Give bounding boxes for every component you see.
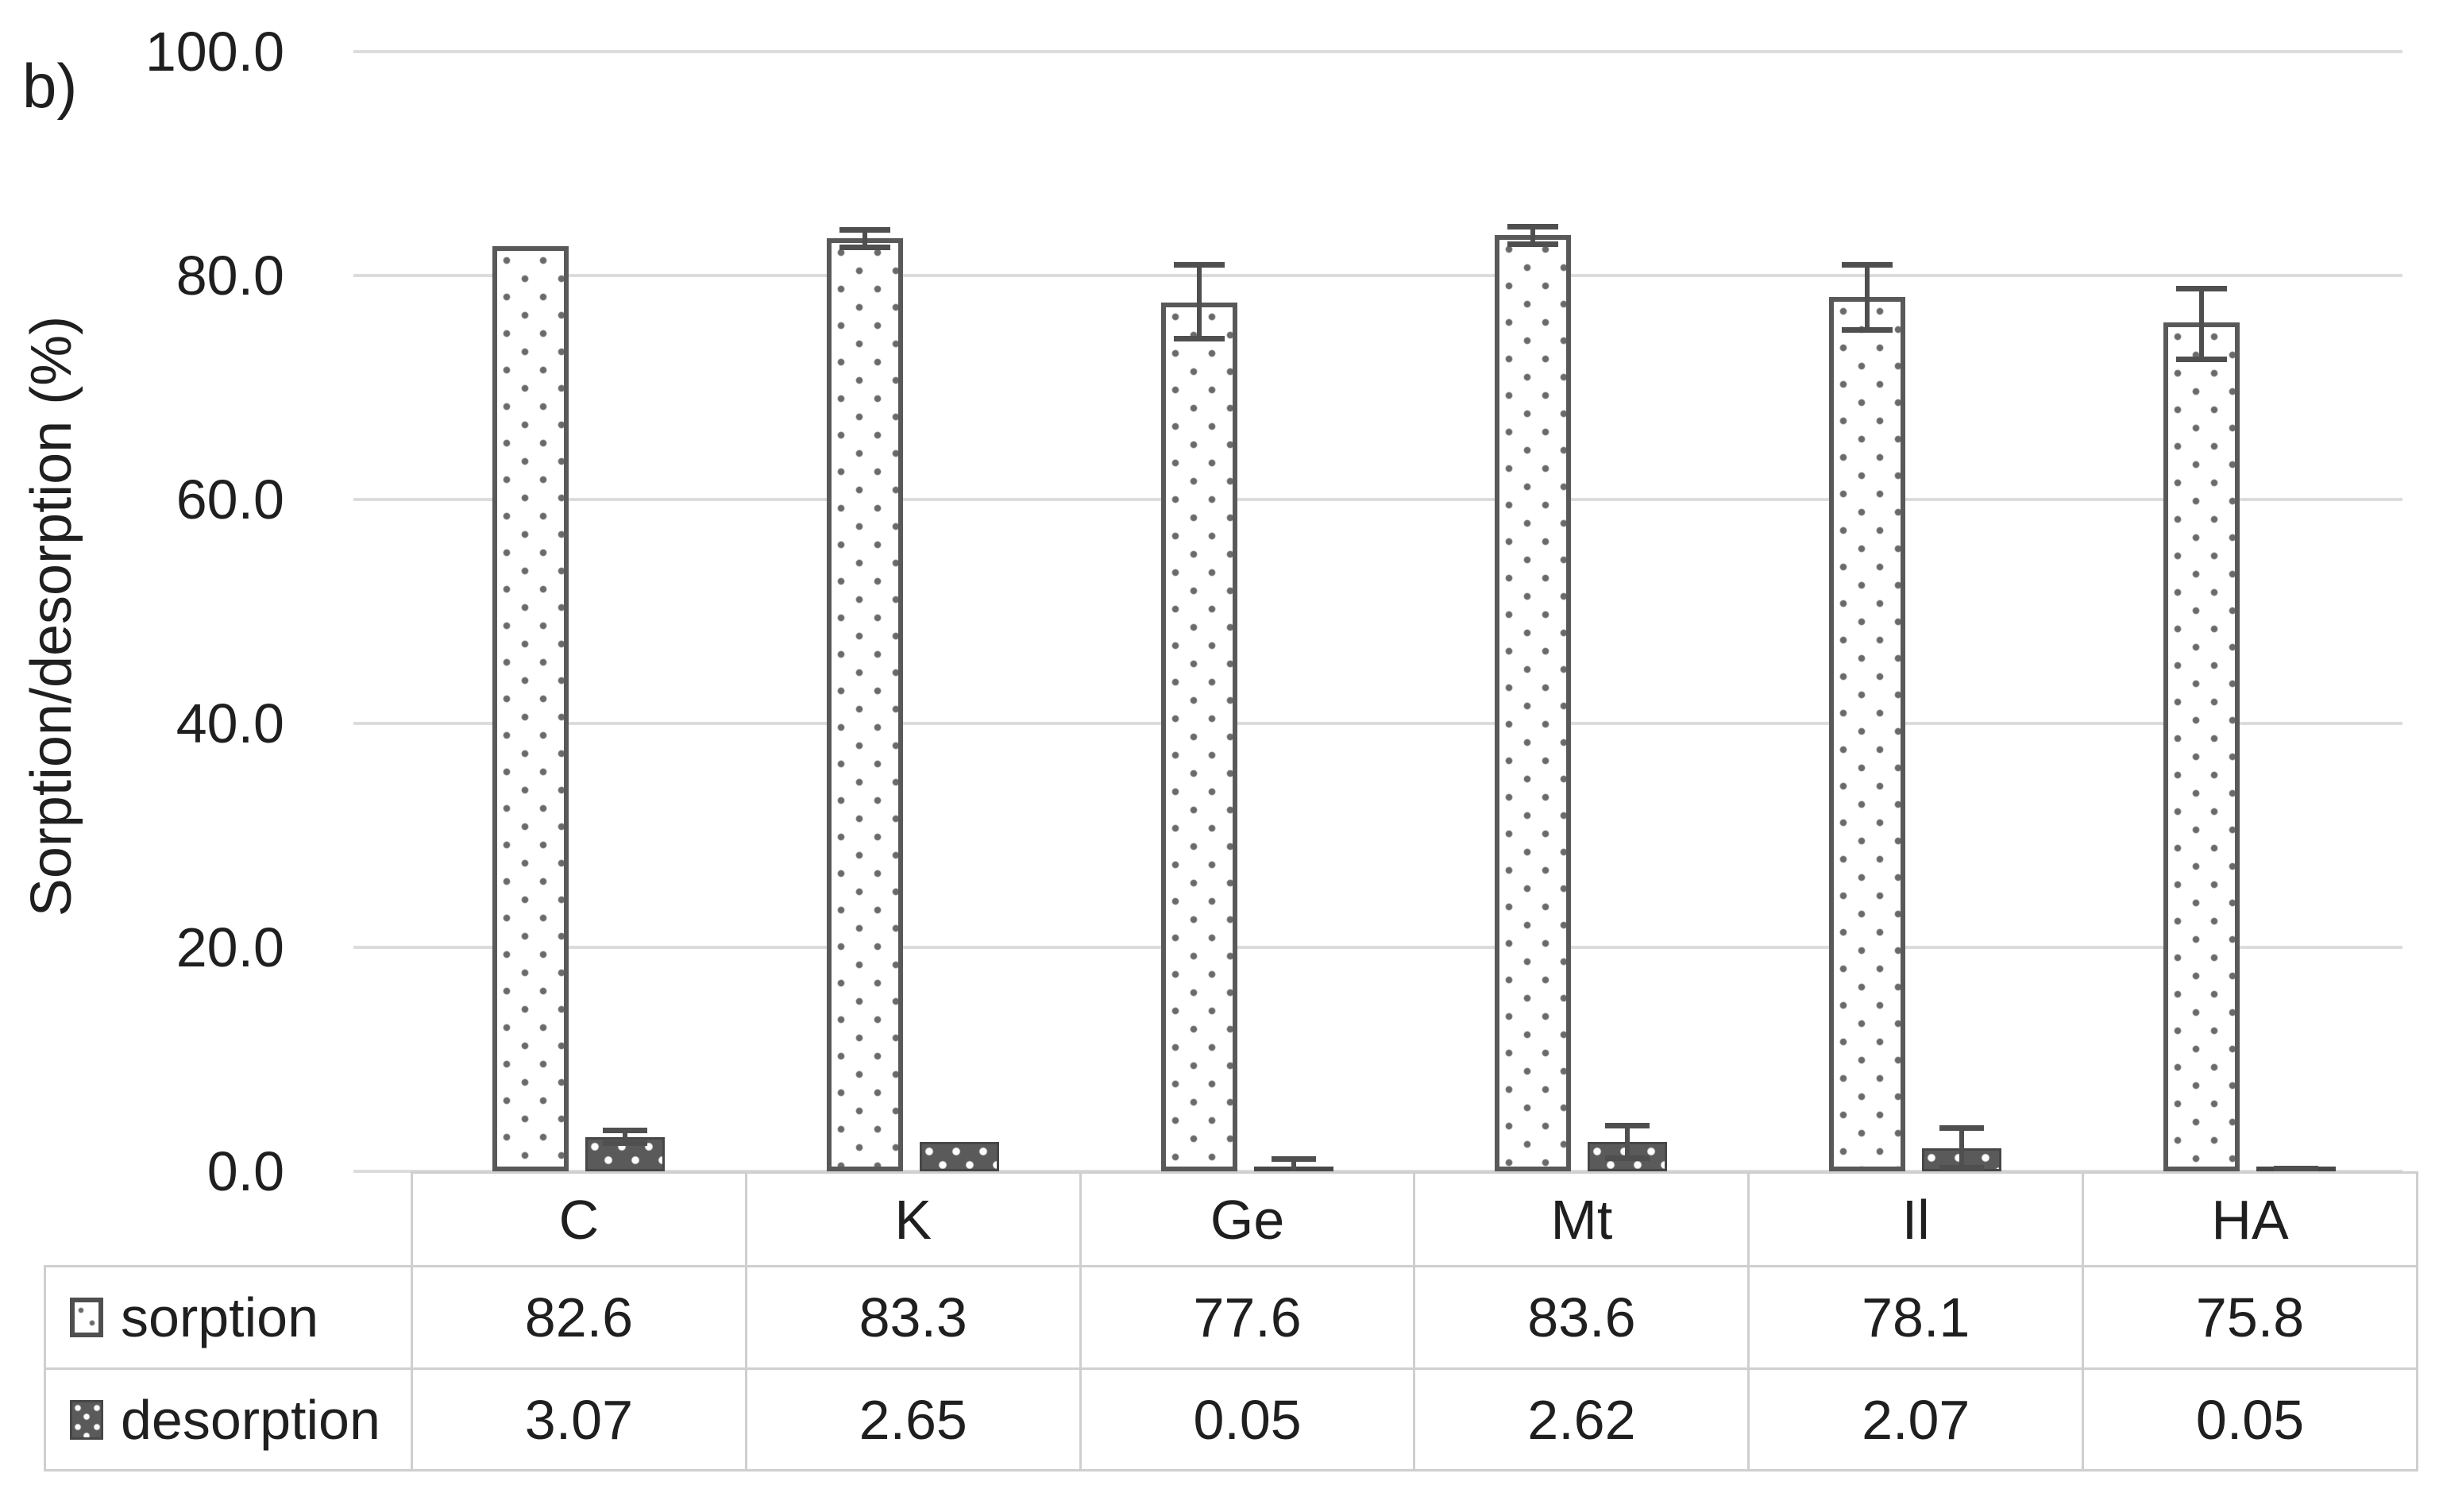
table-value-desorption-Il: 2.07	[1747, 1367, 2085, 1472]
error-bar-cap-bottom-sorption-Ge	[1173, 336, 1225, 342]
column-header-Mt: Mt	[1413, 1171, 1750, 1267]
table-value-sorption-HA: 75.8	[2082, 1265, 2418, 1370]
y-tick-label-40.0: 40.0	[176, 692, 284, 754]
table-value-sorption-Il: 78.1	[1747, 1265, 2085, 1370]
column-header-HA: HA	[2082, 1171, 2418, 1267]
error-bar-cap-bottom-desorption-C	[603, 1140, 647, 1147]
error-bar-stem-desorption-Ge	[1291, 1159, 1296, 1171]
table-value-desorption-C: 3.07	[411, 1367, 747, 1472]
sorption-bar-C	[492, 246, 569, 1171]
error-bar-cap-bottom-sorption-Mt	[1507, 241, 1559, 247]
gridline-0.0	[353, 1170, 2402, 1173]
y-tick-label-80.0: 80.0	[176, 245, 284, 307]
gridline-60.0	[353, 498, 2402, 501]
gridline-100.0	[353, 50, 2402, 53]
error-bar-stem-sorption-Ge	[1196, 264, 1202, 340]
error-bar-cap-bottom-sorption-HA	[2176, 356, 2228, 362]
column-header-Ge: Ge	[1079, 1171, 1416, 1267]
figure-label: b)	[22, 51, 78, 121]
error-bar-stem-sorption-HA	[2199, 287, 2205, 360]
table-value-desorption-Mt: 2.62	[1413, 1367, 1750, 1472]
error-bar-cap-top-desorption-Mt	[1605, 1122, 1650, 1128]
error-bar-stem-sorption-Mt	[1530, 226, 1536, 245]
error-bar-cap-top-desorption-Ge	[1271, 1156, 1316, 1163]
table-value-desorption-Ge: 0.05	[1079, 1367, 1416, 1472]
error-bar-cap-top-sorption-Mt	[1507, 223, 1559, 230]
sorption-bar-Il	[1829, 296, 1906, 1171]
table-value-desorption-K: 2.65	[744, 1367, 1082, 1472]
error-bar-cap-bottom-sorption-K	[839, 244, 890, 250]
legend-label-sorption: sorption	[121, 1286, 319, 1348]
error-bar-stem-desorption-C	[623, 1130, 627, 1144]
error-bar-stem-sorption-Il	[1865, 264, 1870, 331]
sorption-bar-K	[826, 238, 903, 1171]
error-bar-cap-bottom-sorption-Il	[1842, 327, 1893, 334]
y-tick-label-60.0: 60.0	[176, 469, 284, 530]
table-value-sorption-Ge: 77.6	[1079, 1265, 1416, 1370]
legend-key-sorption: sorption	[46, 1286, 411, 1349]
table-corner-cell	[45, 1173, 412, 1267]
column-header-C: C	[411, 1171, 747, 1267]
legend-key-desorption: desorption	[46, 1388, 411, 1452]
error-bar-cap-top-sorption-Ge	[1173, 261, 1225, 268]
error-bar-stem-desorption-Mt	[1625, 1124, 1631, 1159]
error-bar-cap-top-sorption-HA	[2176, 285, 2228, 291]
sorption-bar-Mt	[1495, 235, 1572, 1171]
y-tick-label-0.0: 0.0	[206, 1140, 284, 1202]
gridline-20.0	[353, 946, 2402, 949]
column-header-Il: Il	[1747, 1171, 2085, 1267]
table-value-desorption-HA: 0.05	[2082, 1367, 2418, 1472]
sorption-pattern-swatch-icon	[70, 1298, 103, 1337]
legend-cell-desorption: desorption	[44, 1367, 413, 1472]
error-bar-cap-top-desorption-HA	[2274, 1165, 2319, 1171]
desorption-pattern-swatch-icon	[70, 1399, 103, 1440]
column-header-K: K	[744, 1171, 1082, 1267]
error-bar-cap-bottom-desorption-Il	[1939, 1165, 1985, 1171]
gridline-40.0	[353, 722, 2402, 725]
y-tick-label-100.0: 100.0	[145, 21, 284, 83]
gridline-80.0	[353, 274, 2402, 277]
error-bar-stem-desorption-Il	[1959, 1128, 1965, 1169]
table-value-sorption-K: 83.3	[744, 1265, 1082, 1370]
desorption-bar-K	[919, 1141, 999, 1171]
data-table: C K Ge Mt Il HA sorption 82.6 83.3 77.6 83.6 78.1 75…	[44, 1171, 2418, 1472]
error-bar-cap-top-sorption-K	[839, 227, 890, 233]
error-bar-cap-bottom-desorption-Mt	[1605, 1155, 1650, 1162]
legend-label-desorption: desorption	[121, 1388, 380, 1451]
error-bar-cap-top-desorption-Il	[1939, 1125, 1985, 1132]
legend-cell-sorption: sorption	[44, 1265, 413, 1370]
error-bar-stem-sorption-K	[862, 230, 867, 248]
error-bar-cap-top-desorption-C	[603, 1128, 647, 1134]
sorption-bar-Ge	[1160, 302, 1237, 1171]
error-bar-cap-top-sorption-Il	[1842, 261, 1893, 268]
sorption-bar-HA	[2163, 322, 2240, 1171]
y-tick-label-20.0: 20.0	[176, 916, 284, 978]
table-value-sorption-Mt: 83.6	[1413, 1265, 1750, 1370]
table-value-sorption-C: 82.6	[411, 1265, 747, 1370]
desorption-bar-Mt	[1588, 1142, 1668, 1171]
